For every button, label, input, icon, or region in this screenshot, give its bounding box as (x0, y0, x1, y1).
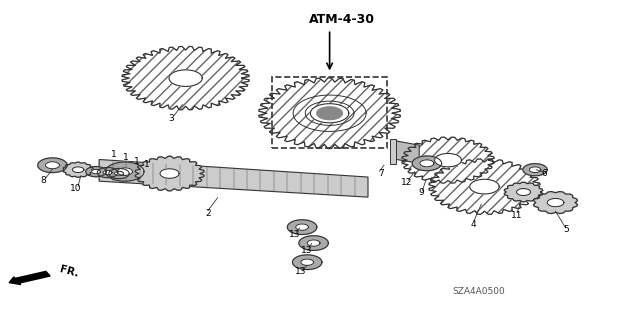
Text: 13: 13 (301, 246, 313, 255)
Text: 13: 13 (289, 230, 300, 239)
Polygon shape (529, 167, 541, 173)
Polygon shape (45, 162, 60, 169)
Text: 7: 7 (378, 169, 383, 178)
Text: 13: 13 (295, 267, 307, 276)
Polygon shape (106, 162, 144, 181)
Polygon shape (135, 156, 204, 191)
Polygon shape (292, 255, 322, 270)
FancyArrow shape (9, 271, 50, 285)
Polygon shape (470, 179, 499, 194)
Text: 1: 1 (145, 160, 150, 169)
Polygon shape (504, 182, 543, 202)
Text: 11: 11 (511, 211, 523, 220)
Polygon shape (420, 160, 434, 167)
Polygon shape (117, 168, 132, 175)
Polygon shape (259, 78, 401, 149)
Polygon shape (299, 236, 328, 250)
Polygon shape (72, 167, 84, 173)
Text: 10: 10 (70, 184, 81, 193)
Polygon shape (301, 259, 314, 265)
Polygon shape (429, 159, 540, 214)
Polygon shape (160, 169, 179, 178)
Text: 6: 6 (541, 169, 547, 178)
Text: 5: 5 (564, 225, 569, 234)
Polygon shape (516, 189, 531, 196)
Polygon shape (390, 139, 396, 164)
Polygon shape (534, 192, 577, 213)
Text: SZA4A0500: SZA4A0500 (452, 287, 505, 296)
Polygon shape (547, 198, 564, 207)
Text: 1: 1 (111, 150, 116, 159)
Polygon shape (310, 104, 349, 123)
Polygon shape (97, 167, 118, 178)
Polygon shape (109, 168, 129, 179)
Polygon shape (122, 47, 249, 110)
Text: 9: 9 (419, 189, 424, 197)
Polygon shape (287, 220, 317, 234)
Polygon shape (99, 160, 368, 197)
Text: 1: 1 (134, 157, 140, 166)
Text: 1: 1 (123, 153, 128, 162)
Text: 12: 12 (401, 178, 412, 187)
Text: FR.: FR. (59, 264, 80, 279)
Polygon shape (317, 107, 342, 120)
Text: 2: 2 (205, 209, 211, 218)
Text: ATM-4-30: ATM-4-30 (309, 13, 376, 26)
Polygon shape (435, 153, 461, 167)
Polygon shape (63, 162, 93, 177)
Polygon shape (169, 70, 202, 86)
Polygon shape (393, 140, 419, 163)
Polygon shape (412, 156, 442, 171)
Polygon shape (86, 167, 106, 177)
Polygon shape (307, 240, 320, 246)
Polygon shape (296, 224, 308, 230)
Polygon shape (402, 137, 494, 183)
Text: 4: 4 (471, 220, 476, 229)
Polygon shape (523, 164, 547, 176)
Text: 3: 3 (169, 114, 174, 122)
Text: 8: 8 (41, 176, 46, 185)
Polygon shape (38, 158, 67, 173)
Polygon shape (92, 169, 100, 174)
Polygon shape (115, 171, 124, 176)
Polygon shape (103, 170, 112, 175)
